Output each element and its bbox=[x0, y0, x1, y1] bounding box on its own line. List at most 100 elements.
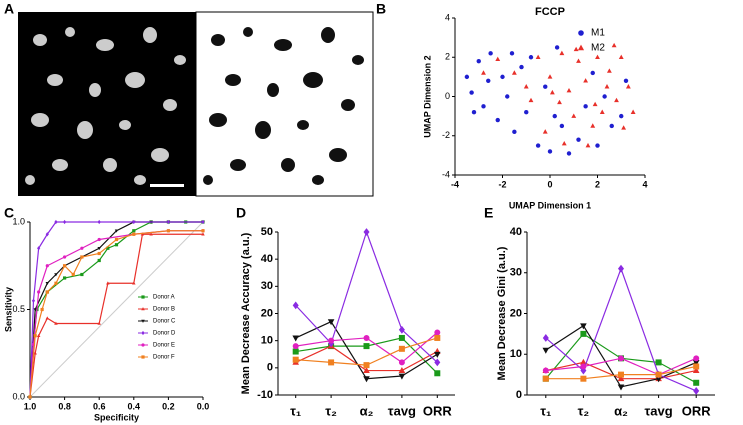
y-tick-label: 20 bbox=[261, 307, 273, 319]
x-tick-label: τ₁ bbox=[290, 403, 301, 418]
legend-label: M2 bbox=[591, 43, 605, 54]
data-point bbox=[63, 276, 67, 280]
data-point bbox=[618, 264, 624, 273]
data-point bbox=[580, 330, 587, 337]
data-point bbox=[512, 129, 517, 135]
legend-marker bbox=[578, 30, 584, 36]
micrograph-segmented bbox=[195, 11, 374, 197]
data-point bbox=[595, 54, 600, 60]
data-point bbox=[132, 219, 136, 225]
data-point bbox=[549, 89, 555, 95]
data-point bbox=[80, 246, 84, 250]
data-point bbox=[63, 219, 67, 225]
y-tick-label: -4 bbox=[442, 169, 450, 179]
y-tick-label: 50 bbox=[261, 226, 273, 238]
data-point bbox=[363, 334, 370, 341]
data-point bbox=[566, 151, 572, 156]
data-point bbox=[580, 375, 587, 382]
legend-label: Donor E bbox=[153, 343, 175, 349]
data-point bbox=[511, 70, 517, 75]
x-tick-label: 2 bbox=[595, 179, 600, 189]
panel-label: A bbox=[4, 1, 14, 17]
data-point bbox=[63, 255, 67, 259]
data-point bbox=[292, 348, 299, 355]
y-tick-label: 4 bbox=[445, 12, 450, 22]
x-axis-label: UMAP Dimension 1 bbox=[509, 200, 591, 210]
y-tick-label: 2 bbox=[445, 52, 450, 62]
data-point bbox=[37, 246, 41, 251]
data-point bbox=[292, 343, 299, 350]
data-point bbox=[557, 99, 562, 105]
data-point bbox=[54, 219, 58, 225]
x-tick-label: τavg bbox=[644, 403, 672, 418]
y-tick-label: 10 bbox=[510, 348, 522, 360]
y-tick-label: 0 bbox=[267, 362, 273, 374]
data-point bbox=[693, 379, 700, 386]
data-point bbox=[114, 243, 119, 247]
data-point bbox=[614, 97, 619, 103]
data-point bbox=[481, 104, 486, 109]
legend-label: Donor A bbox=[153, 295, 175, 301]
x-tick-label: τ₁ bbox=[540, 403, 551, 418]
data-point bbox=[327, 319, 335, 326]
data-point bbox=[692, 360, 700, 366]
y-tick-label: 0 bbox=[445, 91, 450, 101]
data-point bbox=[40, 307, 44, 312]
data-point bbox=[132, 281, 136, 285]
data-point bbox=[495, 56, 501, 61]
data-point bbox=[519, 64, 524, 70]
data-point bbox=[595, 143, 600, 148]
series-line bbox=[29, 233, 203, 398]
data-point bbox=[80, 255, 84, 259]
data-point bbox=[398, 345, 405, 352]
data-point bbox=[566, 87, 572, 93]
data-point bbox=[363, 228, 370, 236]
data-point bbox=[398, 366, 406, 373]
data-point bbox=[97, 219, 101, 225]
data-point bbox=[434, 329, 441, 336]
data-point bbox=[97, 258, 101, 263]
data-point bbox=[488, 51, 493, 56]
x-tick-label: τ₂ bbox=[325, 403, 337, 418]
data-point bbox=[609, 123, 614, 129]
data-point bbox=[45, 290, 49, 294]
y-tick-label: 30 bbox=[261, 280, 273, 292]
data-point bbox=[201, 229, 205, 233]
data-point bbox=[547, 149, 553, 154]
data-point bbox=[45, 232, 49, 237]
data-point bbox=[625, 84, 631, 89]
data-point bbox=[611, 42, 617, 48]
data-point bbox=[201, 232, 205, 236]
data-point bbox=[166, 219, 170, 225]
data-point bbox=[617, 375, 625, 382]
data-point bbox=[71, 272, 75, 277]
data-point bbox=[571, 113, 577, 118]
legend-marker bbox=[577, 44, 585, 51]
x-tick-label: τavg bbox=[388, 403, 416, 418]
data-point bbox=[469, 90, 474, 95]
data-point bbox=[54, 281, 58, 285]
data-point bbox=[606, 68, 612, 73]
data-point bbox=[486, 78, 491, 84]
data-point bbox=[33, 334, 37, 338]
data-point bbox=[495, 117, 500, 123]
data-point bbox=[542, 367, 549, 374]
data-point bbox=[524, 110, 529, 115]
data-point bbox=[201, 219, 205, 225]
series-line bbox=[29, 221, 203, 398]
reference-diagonal bbox=[29, 221, 204, 398]
y-tick-label: 0.5 bbox=[12, 304, 25, 314]
data-point bbox=[580, 323, 587, 330]
data-point bbox=[363, 343, 370, 350]
data-point bbox=[542, 347, 550, 354]
data-point bbox=[36, 333, 41, 338]
data-point bbox=[106, 281, 110, 285]
x-tick-label: ORR bbox=[682, 403, 712, 418]
panel-label: C bbox=[4, 205, 14, 221]
data-point bbox=[543, 84, 548, 89]
data-point bbox=[398, 334, 405, 341]
series-line bbox=[29, 230, 203, 398]
data-point bbox=[542, 375, 549, 382]
data-point bbox=[576, 58, 581, 63]
legend-marker bbox=[141, 330, 145, 336]
